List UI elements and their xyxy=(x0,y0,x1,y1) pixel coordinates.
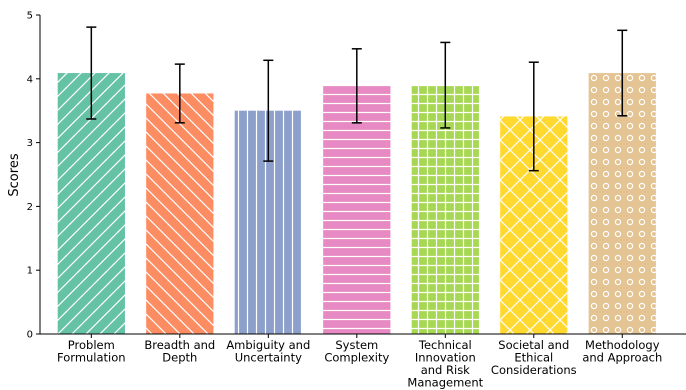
y-tick-label-2: 2 xyxy=(27,202,33,213)
error-bar-1 xyxy=(86,26,97,120)
y-axis-title: Scores xyxy=(7,153,22,196)
y-tick-label-0: 0 xyxy=(27,330,33,341)
x-ticks-group: Problem Formulation Breadth and Depth Ambigu… xyxy=(57,334,662,390)
errorbars-group xyxy=(86,26,628,172)
axes-group xyxy=(39,15,686,335)
y-tick-label-1: 1 xyxy=(27,266,33,277)
x-tick-label-1: Problem Formulation xyxy=(57,338,126,365)
y-ticks-group: 0 1 2 3 4 5 xyxy=(27,11,40,341)
x-tick-label-3: Ambiguity and Uncertainty xyxy=(226,338,310,365)
error-bar-7 xyxy=(617,29,628,117)
x-tick-label-6: Societal and Ethical Considerations xyxy=(491,338,577,377)
error-bar-5 xyxy=(440,41,451,129)
x-tick-label-7: Methodology and Approach xyxy=(582,338,662,365)
y-tick-label-5: 5 xyxy=(27,11,33,22)
x-tick-label-4: System Complexity xyxy=(324,338,389,365)
x-tick-label-2: Breadth and Depth xyxy=(144,338,215,365)
error-bar-4 xyxy=(351,48,362,124)
error-bar-6 xyxy=(528,61,539,172)
error-bar-2 xyxy=(174,63,185,124)
bars-group xyxy=(57,73,656,335)
x-tick-label-5: Technical Innovation and Risk Management xyxy=(407,338,483,390)
bar-4 xyxy=(323,85,391,335)
y-tick-label-4: 4 xyxy=(27,74,33,85)
y-tick-label-3: 3 xyxy=(27,138,33,149)
error-bar-3 xyxy=(263,59,274,162)
bar-2 xyxy=(146,93,214,334)
